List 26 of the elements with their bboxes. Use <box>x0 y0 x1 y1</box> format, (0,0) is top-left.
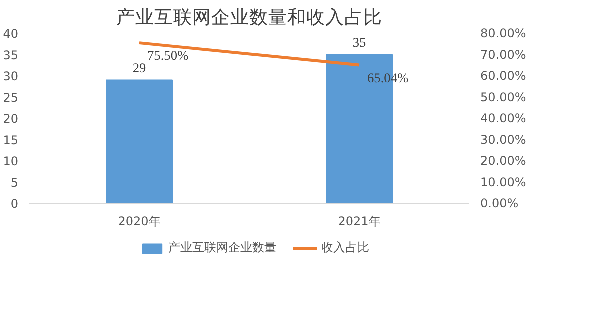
y-tick-label: 0 <box>10 197 19 211</box>
x-tick-label: 2021年 <box>338 214 381 228</box>
legend-label: 产业互联网企业数量 <box>168 240 276 256</box>
y2-tick-label: 30.00% <box>480 132 526 147</box>
y2-tick-label: 10.00% <box>480 175 526 190</box>
y2-tick-label: 0.00% <box>480 196 519 210</box>
y2-tick-label: 20.00% <box>480 154 526 168</box>
y-tick-label: 25 <box>3 90 19 105</box>
y2-tick-label: 60.00% <box>480 69 526 83</box>
data-label: 35 <box>352 34 366 50</box>
y2-tick-label: 80.00% <box>480 26 526 40</box>
y2-tick-label: 40.00% <box>480 112 526 126</box>
y-tick-label: 30 <box>3 70 19 84</box>
y2-tick-label: 70.00% <box>480 48 526 62</box>
y-tick-label: 35 <box>3 48 19 62</box>
data-label: 75.50% <box>148 48 189 64</box>
data-label: 29 <box>132 60 146 76</box>
y-tick-label: 10 <box>3 154 19 168</box>
legend-label: 收入占比 <box>322 240 370 256</box>
y-tick-label: 40 <box>3 27 19 41</box>
x-tick-label: 2020年 <box>118 214 161 228</box>
y-tick-label: 15 <box>3 133 19 148</box>
y-tick-label: 5 <box>10 176 19 190</box>
chart-title: 产业互联网企业数量和收入占比 <box>116 8 382 28</box>
y-tick-label: 20 <box>3 112 19 126</box>
y2-tick-label: 50.00% <box>480 90 526 104</box>
